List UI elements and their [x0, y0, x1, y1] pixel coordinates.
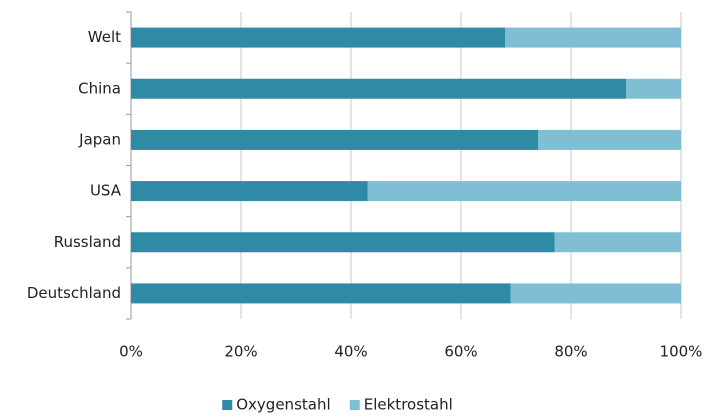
y-tick-label: Russland — [54, 233, 121, 251]
bar — [626, 78, 681, 99]
x-tick-label: 20% — [224, 343, 257, 361]
x-tick-label: 60% — [444, 343, 477, 361]
x-tick-label: 40% — [334, 343, 367, 361]
bar — [131, 78, 626, 99]
y-tick-label: USA — [90, 182, 122, 200]
y-tick-label: Japan — [78, 130, 121, 148]
legend-label: Elektrostahl — [364, 396, 453, 414]
bar — [131, 27, 505, 48]
x-tick-label: 0% — [119, 343, 143, 361]
y-tick-label: China — [78, 79, 121, 97]
y-tick-label: Deutschland — [27, 284, 121, 302]
bar — [554, 232, 681, 253]
bar — [367, 181, 681, 202]
legend-swatch — [222, 400, 233, 410]
legend-label: Oxygenstahl — [236, 396, 330, 414]
x-tick-label: 100% — [660, 343, 703, 361]
legend-swatch — [349, 400, 360, 410]
bar — [131, 283, 511, 304]
x-tick-label: 80% — [554, 343, 587, 361]
bar — [510, 283, 681, 304]
bar — [131, 181, 368, 202]
bar — [131, 232, 555, 253]
y-tick-label: Welt — [88, 28, 121, 46]
bar — [131, 129, 538, 150]
bar — [538, 129, 681, 150]
bar — [505, 27, 681, 48]
